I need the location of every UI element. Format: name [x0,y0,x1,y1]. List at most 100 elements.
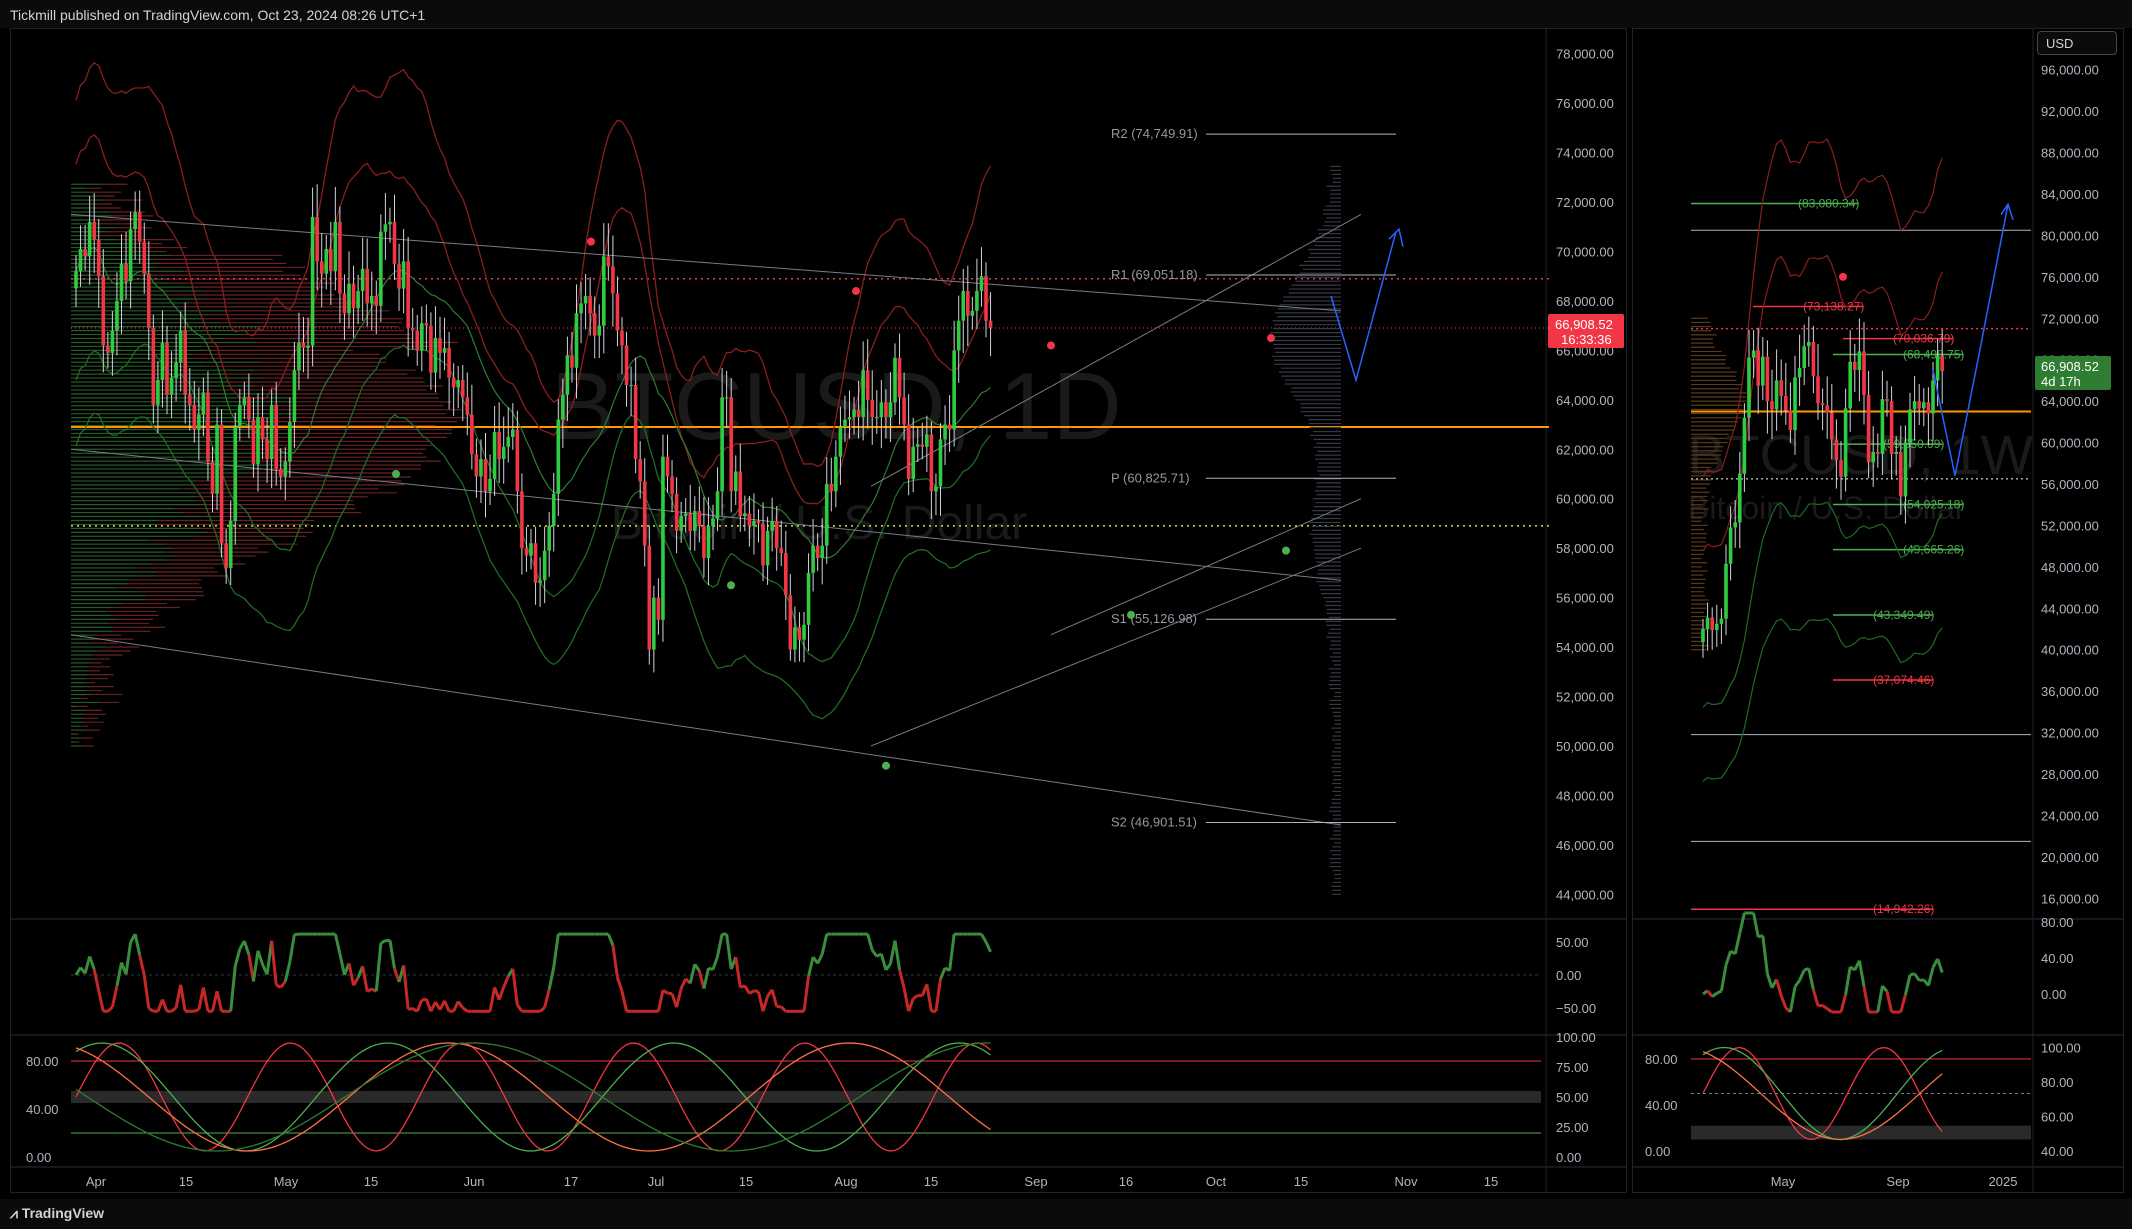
osc1-segment [1716,989,1723,995]
price-tick: 78,000.00 [1556,47,1614,62]
osc1-segment [547,966,556,990]
candle-down [656,597,661,620]
candle-down [870,399,875,418]
current-price-value: 66,908.52 [2041,359,2099,374]
osc1-segment [907,998,915,1012]
osc1-segment [902,987,911,1012]
candle-down [779,548,784,554]
candle-up [288,422,292,462]
osc1-segment [807,956,815,977]
candle-up [911,446,915,479]
candle-down [1779,380,1783,396]
osc2-right-tick: 25.00 [1556,1120,1589,1135]
price-tick: 54,000.00 [1556,640,1614,655]
candle-up [233,427,238,521]
price-tick: 84,000.00 [2041,187,2099,202]
projection-path [1330,231,1397,383]
osc1-segment [452,1000,460,1012]
candle-up [115,300,119,331]
candle-down [902,397,906,425]
candle-up [169,377,174,395]
candle-down [415,330,420,351]
candle-up [511,429,515,437]
candle-down [365,268,369,304]
osc1-segment [138,954,146,976]
tradingview-logo[interactable]: ⩘ TradingView [10,1205,104,1222]
candle-down [829,483,834,492]
osc1-segment [1733,932,1742,955]
price-tick: 58,000.00 [1556,541,1614,556]
osc1-segment [679,978,688,990]
candle-up [706,525,711,559]
time-tick: 15 [739,1174,753,1189]
fib-level-label: (68,498.75) [1903,348,1964,362]
price-tick: 76,000.00 [2041,270,2099,285]
candle-up [1715,623,1719,631]
candle-up [538,580,542,583]
candle-up [629,385,633,386]
candle-up [1935,355,1940,381]
candle-down [588,296,592,314]
currency-button[interactable]: USD [2037,31,2117,55]
candle-up [975,291,979,311]
candle-up [1797,368,1802,378]
osc1-segment [816,953,824,965]
candle-up [915,444,920,447]
candle-down [192,404,197,430]
candle-up [893,357,897,403]
candle-up [1857,351,1862,371]
price-tick: 44,000.00 [2041,601,2099,616]
candle-down [947,424,952,430]
candle-up [583,296,588,304]
candle-up [74,271,78,289]
signal-dot [1127,610,1135,619]
osc1-segment [443,1000,451,1012]
candle-down [301,342,306,348]
tradingview-logo-text: TradingView [21,1205,105,1221]
candle-down [1889,401,1894,454]
osc1-segment [374,943,383,992]
candle-down [1788,410,1793,431]
osc1-segment [1706,989,1714,998]
stochastic-line [1702,1046,1943,1141]
candle-down [397,263,401,289]
right-chart-pane[interactable]: BTCUSD, 1W Bitcoin / U.S. Dollar (83,080.3… [1632,28,2124,1193]
osc1-segment [92,969,101,992]
candle-up [834,456,838,492]
osc1-segment [288,934,296,963]
candle-down [429,325,433,373]
candle-up [1793,377,1797,431]
candle-up [1894,451,1898,454]
candle-down [183,330,187,395]
osc1-segment [757,991,765,1012]
osc1-segment [380,939,387,945]
candle-up [488,478,492,492]
current-price-value: 66,908.52 [1555,317,1613,332]
price-tick: 72,000.00 [1556,195,1614,210]
candle-down [406,261,410,329]
candle-down [615,293,620,331]
candle-up [733,471,738,492]
osc1-segment [170,1006,178,1013]
left-chart-pane[interactable]: BTCUSD, 1D Bitcoin / U.S. Dollar R2 (74,74… [10,28,1627,1193]
osc1-segment [229,965,237,1012]
candle-up [1751,350,1756,358]
candle-down [1825,405,1829,413]
osc1-segment [1765,973,1774,989]
candle-down [1816,376,1820,404]
candle-down [774,520,779,549]
candle-up [442,347,447,353]
osc1-segment [115,962,123,987]
osc1-segment [456,1000,464,1009]
price-tick: 70,000.00 [1556,245,1614,260]
candle-down [633,385,638,460]
candle-down [702,525,706,559]
osc1-segment [497,986,506,1001]
osc1-segment [879,953,888,971]
osc1-segment [1903,974,1912,996]
outer-lower-band [75,412,991,720]
osc1-segment [1807,968,1815,991]
signal-dot [882,761,890,770]
